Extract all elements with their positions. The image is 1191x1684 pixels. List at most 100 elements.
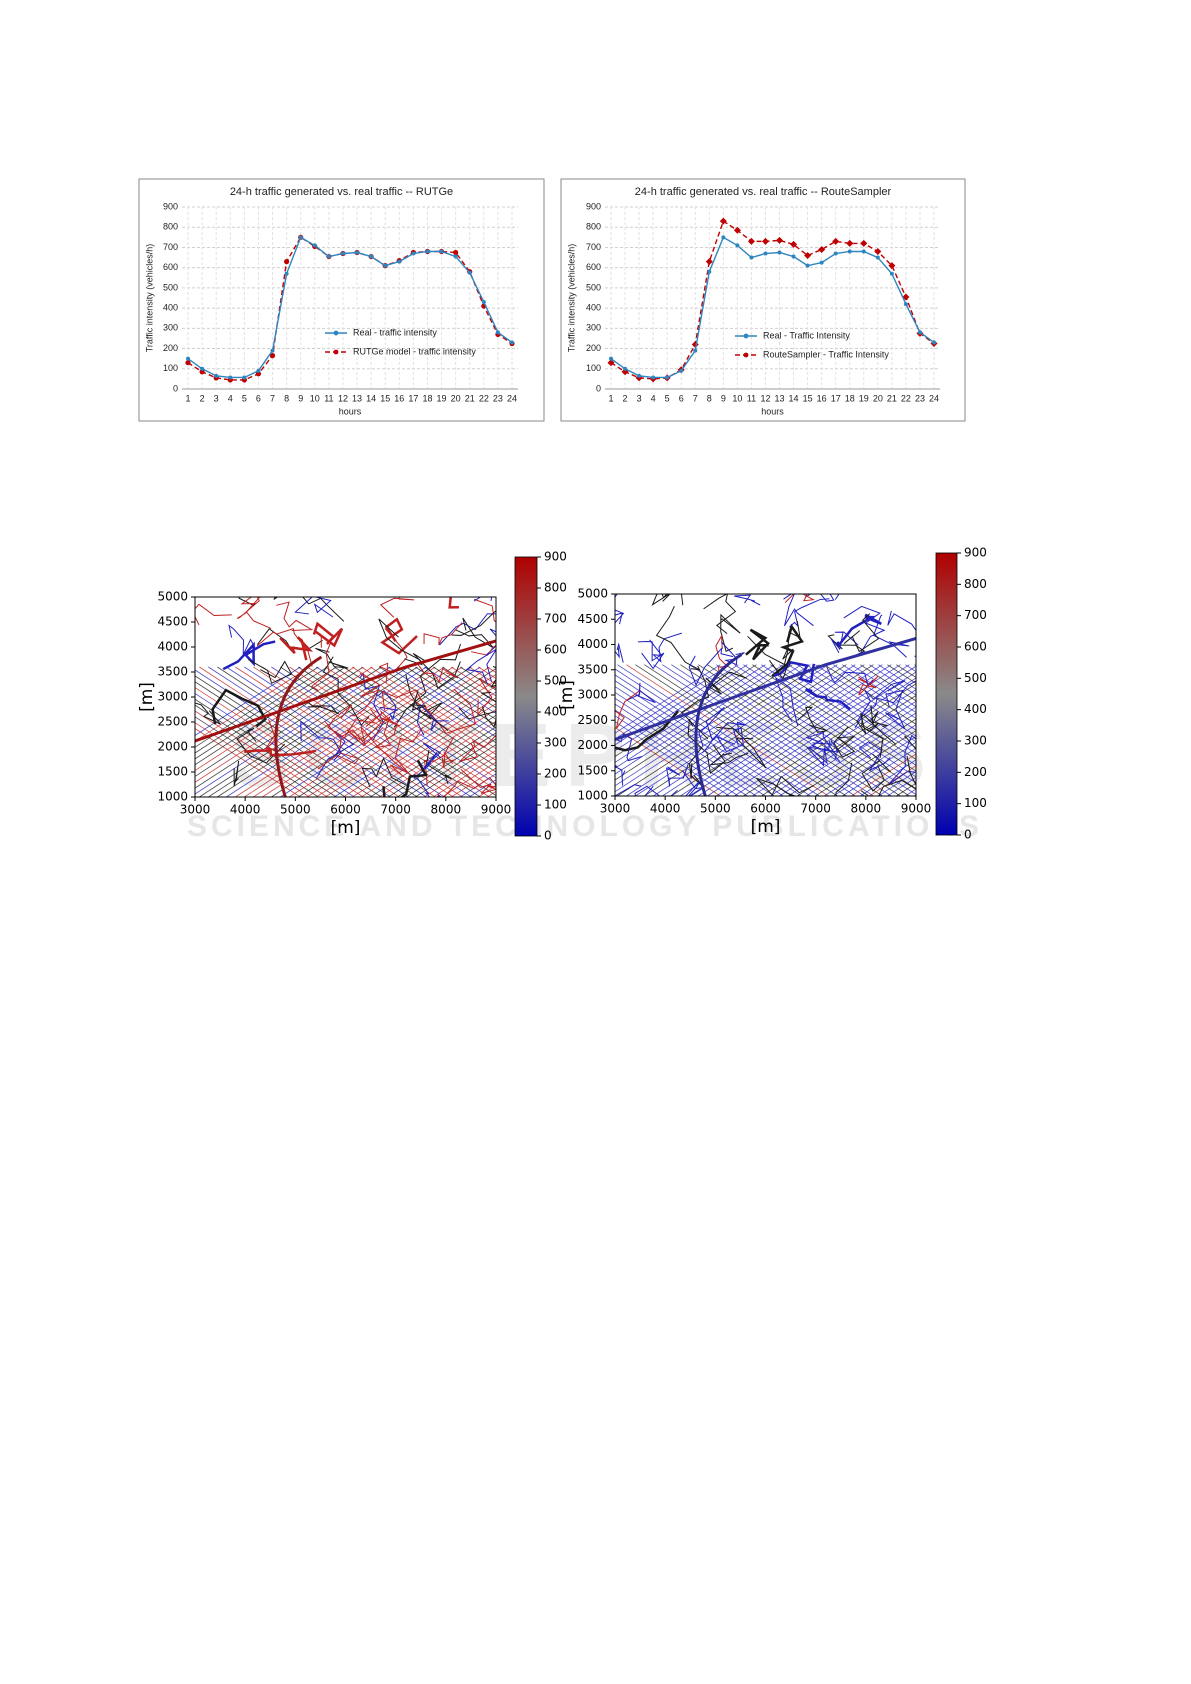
road xyxy=(375,715,399,749)
colorbar-tick-label: 400 xyxy=(544,705,567,719)
road xyxy=(317,721,360,770)
road xyxy=(842,664,916,714)
point xyxy=(888,262,896,270)
road xyxy=(433,666,496,709)
x-tick-label: 14 xyxy=(366,393,376,403)
x-tick-label: 16 xyxy=(817,393,827,403)
road xyxy=(195,666,346,766)
road xyxy=(860,759,916,796)
x-tick-label: 13 xyxy=(775,393,785,403)
x-tick-label: 7000 xyxy=(380,803,411,817)
colorbar xyxy=(935,552,958,836)
road xyxy=(211,688,267,728)
road xyxy=(195,666,301,736)
point xyxy=(791,254,796,259)
x-tick-label: 11 xyxy=(324,393,333,403)
road xyxy=(406,738,496,797)
point xyxy=(861,249,866,254)
point xyxy=(932,340,936,345)
road xyxy=(836,613,882,648)
x-tick-label: 2 xyxy=(200,393,205,403)
x-tick-label: 1 xyxy=(185,393,190,403)
road xyxy=(932,665,1134,796)
x-axis-label: hours xyxy=(339,406,362,416)
point xyxy=(875,255,880,260)
point xyxy=(735,243,740,248)
y-tick-label: 700 xyxy=(163,242,178,252)
y-tick-label: 3500 xyxy=(157,665,188,679)
legend-label: RouteSampler - Traffic Intensity xyxy=(763,349,889,359)
x-tick-label: 22 xyxy=(479,393,489,403)
road xyxy=(276,601,314,631)
road xyxy=(715,634,729,672)
road xyxy=(932,665,1134,796)
road xyxy=(307,673,496,797)
x-tick-label: 17 xyxy=(408,393,418,403)
colorbar-tick-label: 800 xyxy=(544,581,567,595)
colorbar-tick-label: 100 xyxy=(544,798,567,812)
legend-marker xyxy=(743,352,749,358)
road xyxy=(734,594,761,606)
road xyxy=(995,665,1191,796)
road xyxy=(442,666,496,703)
road xyxy=(195,666,373,783)
road xyxy=(315,647,349,669)
x-tick-label: 16 xyxy=(394,393,404,403)
road xyxy=(437,776,496,797)
road xyxy=(244,749,317,757)
road xyxy=(279,636,314,661)
figures: 24-h traffic generated vs. real traffic … xyxy=(137,178,1191,843)
road xyxy=(887,610,916,657)
road xyxy=(701,721,746,754)
x-tick-label: 22 xyxy=(901,393,911,403)
x-tick-label: 12 xyxy=(338,393,348,403)
y-tick-label: 1000 xyxy=(157,790,188,804)
road xyxy=(833,726,856,758)
road xyxy=(986,665,1188,796)
road xyxy=(439,613,496,646)
y-tick-label: 4500 xyxy=(157,615,188,629)
point xyxy=(665,375,670,380)
x-axis-label: [m] xyxy=(751,817,781,837)
road xyxy=(703,594,737,634)
x-tick-label: 5000 xyxy=(700,802,731,816)
y-tick-label: 4000 xyxy=(577,637,608,651)
road xyxy=(378,618,423,666)
road xyxy=(195,639,496,743)
x-tick-label: 6000 xyxy=(330,803,361,817)
road xyxy=(380,617,418,655)
line-chart: 24-h traffic generated vs. real traffic … xyxy=(560,178,966,422)
road xyxy=(377,689,399,721)
y-tick-label: 1000 xyxy=(577,789,608,803)
road xyxy=(274,655,323,797)
road xyxy=(406,666,496,726)
y-tick-label: 600 xyxy=(586,262,601,272)
y-tick-label: 4000 xyxy=(157,640,188,654)
point xyxy=(705,258,713,266)
chart-frame xyxy=(138,178,545,422)
road xyxy=(415,666,496,720)
point xyxy=(411,251,416,256)
point xyxy=(833,251,838,256)
series-line xyxy=(610,236,935,379)
road xyxy=(797,718,916,796)
point xyxy=(185,360,191,366)
road xyxy=(217,666,418,797)
road xyxy=(773,660,816,684)
road xyxy=(756,775,814,796)
road xyxy=(968,665,1170,796)
y-tick-label: 500 xyxy=(163,282,178,292)
x-tick-label: 9 xyxy=(298,393,303,403)
road xyxy=(233,760,240,787)
road xyxy=(747,620,801,666)
road xyxy=(346,709,383,747)
point xyxy=(889,271,894,276)
road xyxy=(615,733,643,762)
point xyxy=(719,217,727,225)
point xyxy=(355,250,360,255)
y-tick-label: 900 xyxy=(163,201,178,211)
road xyxy=(681,770,705,796)
road xyxy=(441,751,456,768)
point xyxy=(623,366,628,371)
